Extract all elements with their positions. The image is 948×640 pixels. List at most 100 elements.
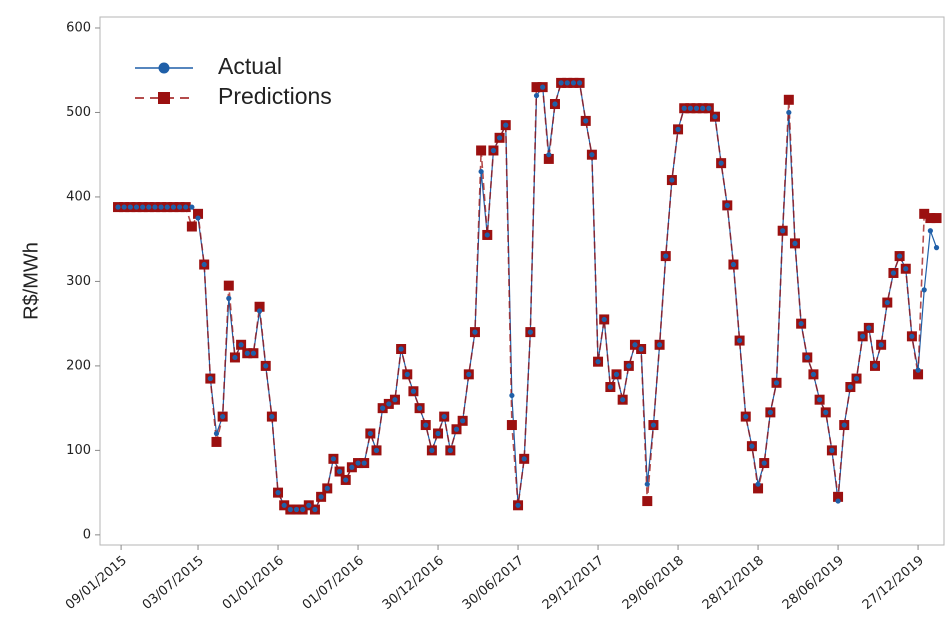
point — [903, 266, 909, 272]
point — [749, 443, 755, 449]
point — [931, 213, 942, 224]
point — [211, 436, 222, 447]
point — [152, 204, 158, 210]
point — [281, 502, 287, 508]
legend-marker — [158, 92, 170, 104]
point — [435, 430, 441, 437]
point — [798, 321, 804, 327]
point — [193, 208, 204, 219]
point — [927, 228, 933, 234]
y-tick-label: 600 — [66, 20, 91, 35]
x-tick-label: 30/12/2016 — [380, 553, 447, 613]
point — [447, 447, 453, 453]
point — [207, 375, 213, 382]
point — [312, 506, 318, 513]
point — [429, 447, 435, 453]
point — [687, 105, 693, 111]
point — [675, 126, 681, 132]
point — [146, 204, 152, 210]
point — [349, 464, 355, 470]
x-tick-label: 01/01/2016 — [220, 553, 287, 613]
point — [761, 460, 767, 466]
point — [804, 354, 810, 361]
point — [644, 481, 650, 487]
point — [404, 371, 410, 377]
point — [484, 232, 490, 238]
point — [872, 363, 878, 369]
point — [718, 160, 724, 166]
point — [506, 420, 517, 431]
series-line — [118, 82, 938, 511]
point — [933, 245, 940, 251]
point — [540, 84, 546, 90]
point — [626, 363, 632, 369]
x-tick-label: 30/06/2017 — [460, 553, 527, 613]
lines — [118, 82, 938, 511]
y-tick-label: 400 — [66, 189, 91, 204]
y-tick-label: 200 — [66, 358, 91, 373]
point — [589, 152, 595, 158]
x-tick-label: 27/12/2019 — [860, 553, 927, 613]
point — [509, 392, 515, 399]
point — [121, 204, 127, 210]
series-line — [118, 82, 937, 511]
markers — [113, 77, 942, 515]
x-tick-label: 29/12/2017 — [540, 553, 607, 613]
point — [552, 101, 558, 107]
x-tick-label: 28/06/2019 — [780, 553, 847, 613]
x-tick-label: 29/06/2018 — [620, 553, 687, 613]
point — [195, 215, 201, 221]
point — [244, 350, 250, 356]
point — [841, 422, 847, 428]
point — [416, 405, 423, 411]
point — [531, 82, 542, 93]
point — [336, 468, 343, 475]
point — [755, 481, 761, 487]
point — [380, 405, 386, 411]
point — [460, 418, 466, 424]
point — [780, 228, 786, 234]
point — [466, 371, 472, 377]
point — [919, 208, 930, 219]
point — [478, 168, 484, 175]
point — [909, 333, 915, 339]
point — [915, 367, 921, 373]
point — [186, 221, 197, 232]
point — [140, 204, 146, 210]
point — [410, 388, 417, 394]
point — [792, 240, 798, 247]
point — [595, 359, 601, 365]
point — [127, 204, 133, 210]
point — [576, 80, 583, 86]
point — [767, 409, 773, 415]
point — [355, 460, 361, 466]
x-tick-label: 28/12/2018 — [700, 553, 767, 613]
point — [847, 384, 853, 390]
point — [613, 371, 620, 377]
point — [392, 397, 398, 403]
point — [386, 401, 392, 407]
legend-label: Actual — [218, 53, 282, 79]
point — [256, 308, 263, 314]
point — [730, 261, 737, 268]
point — [601, 316, 607, 323]
point — [254, 301, 265, 312]
point — [693, 105, 700, 111]
point — [496, 135, 503, 141]
point — [546, 152, 552, 158]
point — [650, 422, 657, 428]
point — [669, 177, 675, 183]
point — [176, 204, 183, 210]
point — [250, 350, 257, 356]
point — [223, 280, 234, 291]
point — [503, 122, 509, 128]
point — [238, 342, 244, 348]
point — [220, 413, 226, 420]
point — [607, 384, 613, 390]
y-axis-title: R$/MWh — [20, 242, 42, 320]
point — [925, 213, 936, 224]
point — [213, 430, 220, 437]
point — [558, 80, 564, 86]
point — [527, 329, 533, 335]
